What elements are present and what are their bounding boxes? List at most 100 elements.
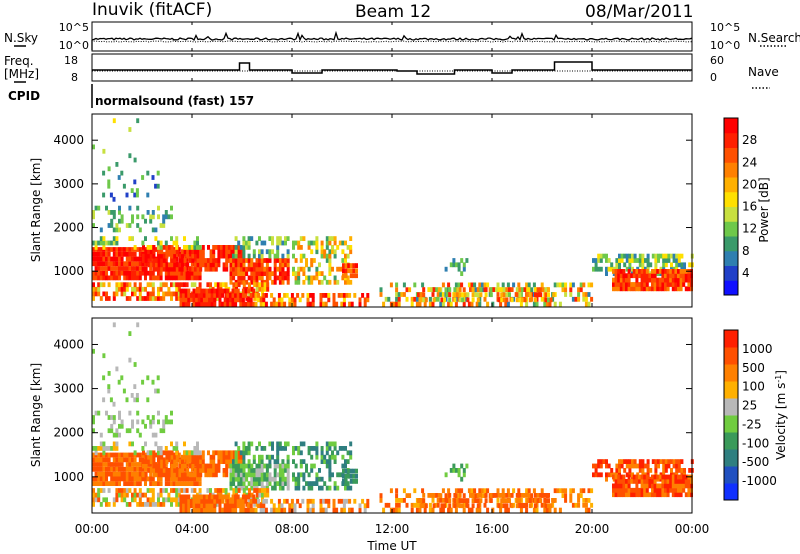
power-cell xyxy=(99,275,103,281)
freq-unit-label: [MHz] xyxy=(4,67,39,81)
power-cell xyxy=(276,249,280,255)
velocity-cell xyxy=(123,492,127,498)
velocity-cell xyxy=(125,471,129,477)
power-cell xyxy=(470,301,474,307)
power-cell xyxy=(165,245,169,250)
power-cell xyxy=(325,258,329,263)
velocity-cell xyxy=(271,485,275,491)
velocity-cell xyxy=(286,468,290,473)
power-cell xyxy=(677,273,680,279)
power-cell xyxy=(687,277,691,283)
power-cell xyxy=(648,273,652,279)
power-cell xyxy=(204,266,208,272)
power-cell xyxy=(328,258,332,263)
power-cell xyxy=(120,266,124,271)
power-cell xyxy=(569,292,573,297)
velocity-cell xyxy=(410,507,414,513)
power-cell xyxy=(305,258,308,263)
velocity-cell xyxy=(184,507,188,513)
velocity-cell xyxy=(599,472,603,478)
power-cell xyxy=(324,301,328,307)
power-cell xyxy=(255,275,259,281)
velocity-cell xyxy=(128,410,132,416)
power-cell xyxy=(196,266,200,272)
velocity-cell xyxy=(646,468,650,473)
velocity-cell xyxy=(92,462,95,467)
power-cell xyxy=(270,301,274,307)
velocity-cell xyxy=(338,472,342,478)
velocity-cell xyxy=(363,507,367,513)
velocity-cell xyxy=(666,474,670,480)
power-cell xyxy=(179,297,183,303)
velocity-cell xyxy=(602,459,606,464)
power-cell xyxy=(445,292,449,298)
colorbar-swatch xyxy=(724,280,738,296)
power-cell xyxy=(640,269,644,274)
velocity-cell xyxy=(183,481,186,486)
power-cell xyxy=(157,286,160,292)
power-cell xyxy=(102,266,106,271)
power-cell xyxy=(209,253,213,259)
power-cell xyxy=(226,293,230,298)
velocity-cell xyxy=(242,472,246,478)
velocity-cell xyxy=(249,503,253,509)
power-cell xyxy=(195,293,199,298)
power-cell xyxy=(413,296,417,302)
velocity-cell xyxy=(234,454,238,460)
power-cell xyxy=(200,297,204,303)
power-cell xyxy=(131,286,134,292)
velocity-cell xyxy=(452,463,456,469)
velocity-cell xyxy=(152,463,156,469)
velocity-cell xyxy=(677,483,680,489)
power-cell xyxy=(352,268,356,274)
power-cell xyxy=(138,270,142,276)
power-cell xyxy=(220,253,223,259)
power-cell xyxy=(92,251,95,257)
velocity-cell xyxy=(115,481,119,486)
power-cell xyxy=(612,269,615,274)
velocity-cell xyxy=(651,483,654,489)
velocity-cell xyxy=(196,476,199,482)
velocity-cell xyxy=(247,468,251,473)
velocity-cell xyxy=(462,468,466,473)
velocity-cell xyxy=(305,463,308,469)
power-cell xyxy=(286,236,290,241)
power-cell xyxy=(94,270,98,276)
velocity-cell xyxy=(110,415,114,420)
velocity-cell xyxy=(201,468,205,473)
power-cell xyxy=(315,236,319,241)
velocity-cell xyxy=(217,459,221,464)
power-cell xyxy=(432,297,436,303)
power-cell xyxy=(120,247,124,252)
velocity-cell xyxy=(320,454,324,460)
power-cell xyxy=(197,293,201,298)
velocity-cell xyxy=(340,498,344,504)
power-cell xyxy=(263,266,267,272)
power-cell xyxy=(674,286,678,292)
power-cell xyxy=(167,214,171,220)
velocity-cell xyxy=(120,462,124,467)
power-cell xyxy=(105,261,108,267)
power-cell xyxy=(201,258,205,263)
power-cell xyxy=(299,258,303,263)
velocity-cell xyxy=(181,459,184,464)
velocity-cell xyxy=(190,481,194,486)
power-cell xyxy=(138,275,142,281)
velocity-cell xyxy=(682,474,686,480)
velocity-cell xyxy=(182,507,186,513)
velocity-cell xyxy=(97,466,101,472)
power-cell xyxy=(130,188,134,193)
velocity-cell xyxy=(675,463,679,469)
velocity-cell xyxy=(131,441,134,447)
power-cell xyxy=(99,270,103,276)
power-cell xyxy=(115,270,119,276)
velocity-cell xyxy=(204,472,208,478)
velocity-cell xyxy=(389,488,393,494)
power-cell xyxy=(234,266,238,272)
velocity-cell xyxy=(162,472,166,478)
power-cell xyxy=(115,291,119,297)
velocity-cell xyxy=(462,507,466,513)
velocity-cell xyxy=(684,479,688,484)
velocity-cell xyxy=(102,446,106,451)
power-cell xyxy=(662,262,666,268)
